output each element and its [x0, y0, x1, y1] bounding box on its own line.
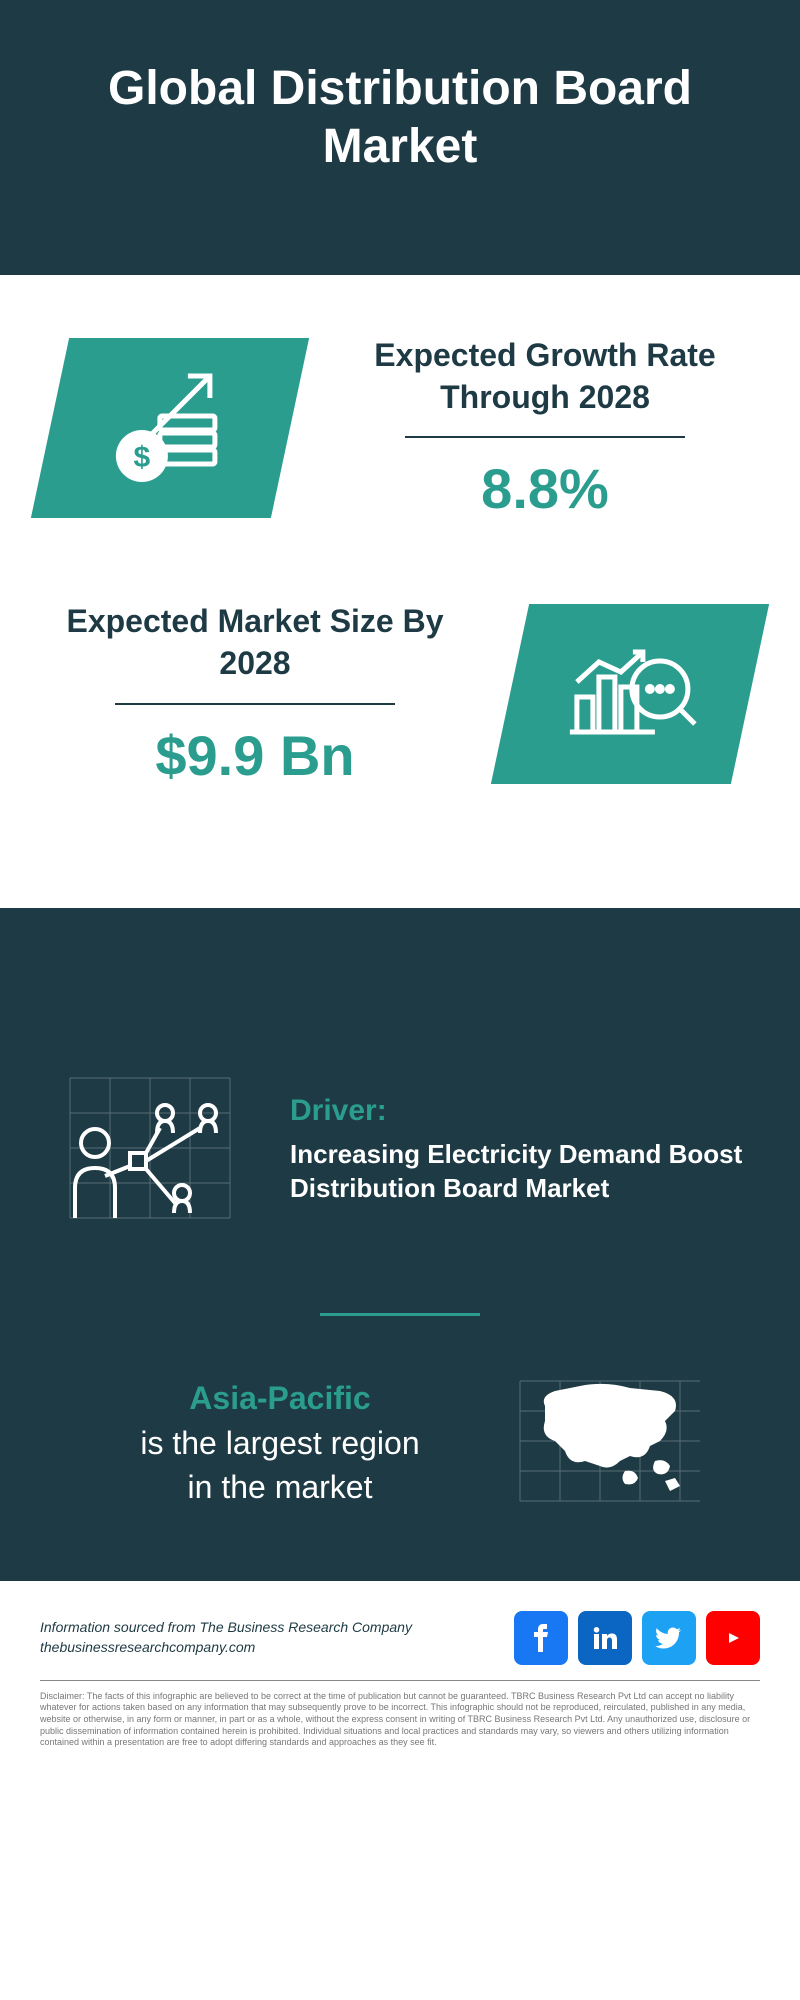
divider [115, 703, 395, 705]
market-size-value: $9.9 Bn [50, 723, 460, 788]
region-highlight: Asia-Pacific [189, 1380, 370, 1416]
region-row: Asia-Pacific is the largest region in th… [50, 1366, 750, 1521]
svg-text:$: $ [134, 441, 151, 474]
driver-row: Driver: Increasing Electricity Demand Bo… [50, 1058, 750, 1243]
page-title: Global Distribution Board Market [40, 60, 760, 175]
growth-value: 8.8% [340, 456, 750, 521]
market-size-label: Expected Market Size By 2028 [50, 601, 460, 684]
growth-label: Expected Growth Rate Through 2028 [340, 335, 750, 418]
skyline-divider [0, 908, 800, 1008]
source-line1: Information sourced from The Business Re… [40, 1619, 412, 1635]
growth-text: Expected Growth Rate Through 2028 8.8% [340, 335, 750, 521]
asia-map-icon [510, 1366, 710, 1521]
footer: Information sourced from The Business Re… [0, 1581, 800, 1769]
market-size-stat-row: Expected Market Size By 2028 $9.9 Bn [50, 601, 750, 787]
driver-text: Driver: Increasing Electricity Demand Bo… [290, 1094, 750, 1206]
divider [405, 436, 685, 438]
footer-divider [40, 1680, 760, 1681]
header-banner: Global Distribution Board Market [0, 0, 800, 275]
twitter-icon[interactable] [642, 1611, 696, 1665]
growth-icon-container: $ [31, 338, 309, 518]
coins-arrow-up-icon: $ [100, 361, 240, 496]
person-nodes-icon [50, 1058, 250, 1243]
market-size-text: Expected Market Size By 2028 $9.9 Bn [50, 601, 460, 787]
market-size-icon-container [491, 604, 769, 784]
disclaimer-text: Disclaimer: The facts of this infographi… [40, 1691, 760, 1749]
driver-description: Increasing Electricity Demand Boost Dist… [290, 1138, 750, 1206]
teal-divider [320, 1313, 480, 1316]
source-attribution: Information sourced from The Business Re… [40, 1618, 412, 1657]
chart-magnifier-icon [555, 627, 705, 762]
youtube-icon[interactable] [706, 1611, 760, 1665]
facebook-icon[interactable] [514, 1611, 568, 1665]
source-line2: thebusinessresearchcompany.com [40, 1639, 255, 1655]
stats-section: $ Expected Growth Rate Through 2028 8.8% [0, 275, 800, 907]
growth-stat-row: $ Expected Growth Rate Through 2028 8.8% [50, 335, 750, 521]
region-text: Asia-Pacific is the largest region in th… [90, 1376, 470, 1510]
dark-section: Driver: Increasing Electricity Demand Bo… [0, 1008, 800, 1581]
driver-label: Driver: [290, 1094, 750, 1128]
region-line2: in the market [188, 1469, 373, 1505]
social-icons [514, 1611, 760, 1665]
linkedin-icon[interactable] [578, 1611, 632, 1665]
footer-top-row: Information sourced from The Business Re… [40, 1611, 760, 1665]
region-line1: is the largest region [140, 1425, 419, 1461]
